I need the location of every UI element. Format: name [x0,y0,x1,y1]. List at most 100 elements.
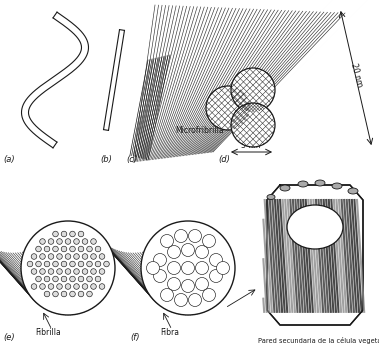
Circle shape [104,261,109,267]
Text: Microfribrilla: Microfribrilla [175,126,224,135]
Text: Fibra: Fibra [160,328,179,337]
Circle shape [87,291,92,297]
Circle shape [53,246,58,252]
Circle shape [78,261,84,267]
Circle shape [61,261,67,267]
Polygon shape [267,185,363,325]
Circle shape [78,246,84,252]
Ellipse shape [315,180,325,186]
Circle shape [196,245,208,259]
Circle shape [70,261,75,267]
Circle shape [168,261,180,274]
Circle shape [231,103,275,147]
Circle shape [95,261,101,267]
Circle shape [182,280,194,293]
Circle shape [48,269,54,274]
Ellipse shape [141,221,235,315]
Circle shape [40,239,45,244]
Text: (b): (b) [100,155,112,164]
Circle shape [196,261,208,274]
Circle shape [48,284,54,289]
Ellipse shape [348,188,358,194]
Text: (a): (a) [3,155,15,164]
Circle shape [61,246,67,252]
Circle shape [74,239,79,244]
Circle shape [74,254,79,259]
Ellipse shape [287,205,343,249]
Circle shape [174,294,188,307]
Ellipse shape [332,183,342,189]
Circle shape [44,276,50,282]
Text: (d): (d) [218,155,230,164]
Circle shape [57,254,62,259]
Circle shape [44,246,50,252]
Circle shape [147,261,160,274]
Circle shape [70,276,75,282]
Circle shape [182,261,194,274]
Circle shape [82,284,88,289]
Ellipse shape [267,195,275,200]
Circle shape [57,284,62,289]
Circle shape [82,254,88,259]
Circle shape [160,288,174,301]
Text: Fibrilla: Fibrilla [35,328,61,337]
Circle shape [61,231,67,237]
Circle shape [82,269,88,274]
Circle shape [44,261,50,267]
Ellipse shape [298,181,308,187]
Circle shape [27,261,33,267]
Circle shape [95,276,101,282]
Circle shape [44,291,50,297]
Circle shape [78,291,84,297]
Circle shape [91,284,96,289]
Circle shape [91,254,96,259]
Circle shape [78,276,84,282]
Circle shape [188,294,202,307]
Circle shape [31,254,37,259]
Circle shape [36,276,41,282]
Circle shape [99,284,105,289]
Circle shape [61,291,67,297]
Circle shape [31,269,37,274]
Circle shape [168,245,180,259]
Circle shape [168,278,180,290]
Circle shape [206,86,250,130]
Circle shape [95,246,101,252]
Circle shape [57,239,62,244]
Circle shape [210,253,222,266]
Ellipse shape [21,221,115,315]
Circle shape [160,234,174,247]
Circle shape [61,276,67,282]
Circle shape [65,254,71,259]
Circle shape [53,291,58,297]
Circle shape [182,244,194,257]
Circle shape [91,239,96,244]
Circle shape [91,269,96,274]
Circle shape [53,231,58,237]
Circle shape [70,246,75,252]
Circle shape [36,261,41,267]
Circle shape [202,234,216,247]
Text: (c): (c) [126,155,137,164]
Circle shape [31,284,37,289]
Circle shape [202,288,216,301]
Circle shape [70,231,75,237]
Circle shape [87,246,92,252]
Circle shape [40,284,45,289]
Circle shape [78,231,84,237]
Circle shape [40,254,45,259]
Circle shape [87,276,92,282]
Circle shape [99,254,105,259]
Circle shape [65,269,71,274]
Circle shape [87,261,92,267]
Circle shape [65,284,71,289]
Text: Pared secundaria de la célula vegetal: Pared secundaria de la célula vegetal [258,337,379,344]
Text: 20 nm: 20 nm [349,62,365,88]
Circle shape [57,269,62,274]
Text: 3 nm: 3 nm [241,141,261,150]
Circle shape [216,261,230,274]
Circle shape [196,278,208,290]
Circle shape [48,254,54,259]
Circle shape [210,270,222,282]
Text: (e): (e) [3,333,15,342]
